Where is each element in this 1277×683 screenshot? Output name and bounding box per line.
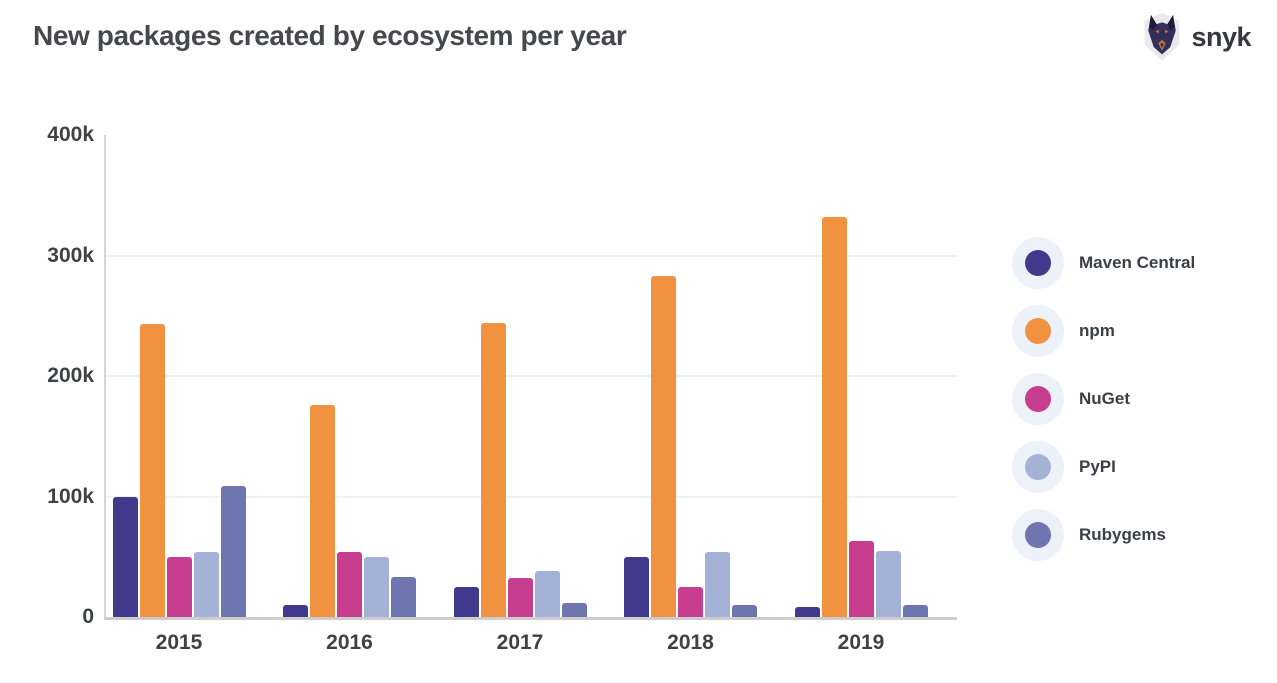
bar-npm-2016: [310, 404, 335, 617]
bar-maven-central-2016: [283, 604, 308, 617]
legend-item-npm: npm: [1012, 305, 1195, 357]
bar-pypi-2015: [193, 551, 219, 617]
legend-label: npm: [1079, 321, 1115, 340]
bar-pypi-2018: [705, 551, 730, 617]
x-axis-label-2015: 2015: [155, 631, 203, 654]
y-axis-tick-0: 0: [82, 605, 94, 628]
page-title: New packages created by ecosystem per ye…: [33, 20, 627, 51]
bar-chart-plot-area: 0 100k 200k 300k 400k 2015 2016 2017 2018 2019: [47, 123, 957, 654]
x-axis-label-2017: 2017: [496, 631, 544, 654]
legend-swatch-dot: [1025, 386, 1051, 412]
legend-swatch-dot: [1025, 318, 1051, 344]
snyk-logo: snyk: [1140, 12, 1251, 62]
bar-nuget-2019: [848, 541, 874, 617]
bar-rubygems-2018: [732, 604, 757, 617]
bar-npm-2015: [139, 324, 165, 617]
legend-swatch-halo: [1012, 509, 1064, 561]
snyk-doberman-icon: [1145, 13, 1180, 61]
legend-swatch-halo: [1012, 237, 1064, 289]
legend-swatch-halo: [1012, 441, 1064, 493]
bar-npm-2018: [651, 276, 676, 617]
snyk-wordmark: snyk: [1191, 21, 1251, 52]
y-axis-tick-200k: 200k: [47, 364, 94, 387]
legend-swatch-dot: [1025, 454, 1051, 480]
bar-pypi-2016: [364, 556, 389, 617]
y-axis-tick-100k: 100k: [47, 484, 94, 508]
legend-label: Rubygems: [1079, 525, 1166, 544]
bar-maven-central-2015: [112, 496, 138, 617]
legend-label: PyPI: [1079, 457, 1116, 476]
bar-maven-central-2019: [794, 607, 820, 617]
bar-npm-2017: [480, 322, 506, 617]
x-axis-line: [104, 617, 957, 620]
bar-nuget-2016: [337, 551, 362, 617]
legend-swatch-dot: [1025, 522, 1051, 548]
legend-item-nuget: NuGet: [1012, 373, 1195, 425]
bar-npm-2019: [821, 216, 847, 617]
bar-pypi-2019: [875, 550, 901, 617]
legend-swatch-dot: [1025, 250, 1051, 276]
bar-rubygems-2015: [220, 485, 246, 617]
x-axis-label-2019: 2019: [837, 631, 885, 654]
bar-maven-central-2018: [624, 556, 649, 617]
bar-rubygems-2016: [391, 577, 416, 617]
y-axis-tick-300k: 300k: [47, 243, 94, 267]
legend-item-maven-central: Maven Central: [1012, 237, 1195, 289]
gridline-100k: [106, 495, 957, 498]
legend-item-pypi: PyPI: [1012, 441, 1195, 493]
y-axis-line: [104, 135, 106, 617]
bar-nuget-2015: [166, 556, 192, 617]
legend-label: NuGet: [1079, 389, 1130, 408]
chart-legend: Maven Central npm NuGet PyPI Rubygems: [1012, 237, 1195, 577]
y-axis-tick-400k: 400k: [47, 123, 94, 146]
legend-swatch-halo: [1012, 373, 1064, 425]
bar-pypi-2017: [534, 571, 560, 617]
x-axis-label-2018: 2018: [667, 631, 714, 654]
bar-nuget-2018: [678, 586, 703, 617]
legend-swatch-halo: [1012, 305, 1064, 357]
x-axis-label-2016: 2016: [326, 631, 373, 654]
legend-label: Maven Central: [1079, 253, 1196, 272]
bar-rubygems-2017: [561, 602, 587, 617]
gridline-300k: [106, 254, 957, 257]
bar-nuget-2017: [507, 578, 533, 617]
legend-item-rubygems: Rubygems: [1012, 509, 1195, 561]
bar-rubygems-2019: [902, 604, 928, 617]
bar-maven-central-2017: [453, 586, 479, 617]
gridline-200k: [106, 375, 957, 377]
